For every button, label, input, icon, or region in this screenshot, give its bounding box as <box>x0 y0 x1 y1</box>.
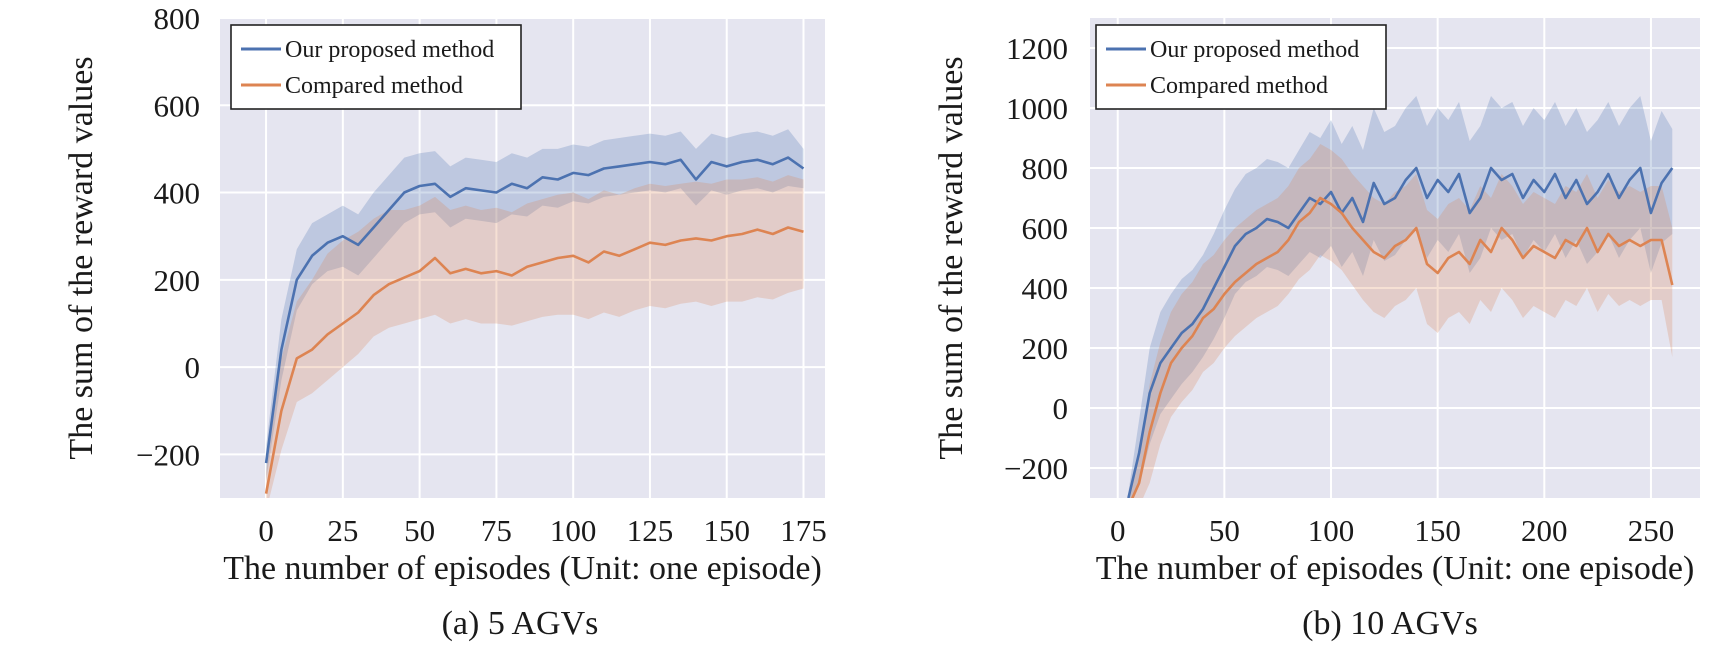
y-tick-label: 600 <box>154 88 201 123</box>
y-tick-label: 1000 <box>1006 91 1068 126</box>
x-tick-label: 200 <box>1521 513 1568 548</box>
y-tick-label: 400 <box>154 176 201 211</box>
y-tick-label: 200 <box>1022 331 1069 366</box>
x-tick-label: 0 <box>258 513 274 548</box>
y-tick-label: 600 <box>1022 211 1069 246</box>
y-tick-label: 800 <box>1022 151 1069 186</box>
y-tick-label: −200 <box>136 437 200 472</box>
chart-panel-2: −200 0 200 400 600 800 1000 1200 0 50 100 150 200 250… <box>933 18 1700 642</box>
legend-label-1: Our proposed method <box>1150 37 1359 63</box>
x-tick-label: 250 <box>1628 513 1675 548</box>
y-tick-label: 0 <box>1053 391 1069 426</box>
x-tick-label: 100 <box>550 513 597 548</box>
series-band-1 <box>1128 96 1673 498</box>
legend-label-1: Our proposed method <box>285 37 494 63</box>
x-tick-label: 175 <box>780 513 827 548</box>
series-line-1 <box>1127 166 1674 498</box>
x-tick-label: 25 <box>327 513 358 548</box>
panel-caption: (b) 10 AGVs <box>1302 605 1478 642</box>
x-tick-label: 150 <box>1414 513 1461 548</box>
series-line-2 <box>1130 196 1674 498</box>
x-tick-label: 100 <box>1308 513 1355 548</box>
x-tick-label: 50 <box>404 513 435 548</box>
series-band-2 <box>266 175 804 498</box>
y-tick-label: 1200 <box>1006 31 1068 66</box>
series-band-2 <box>1128 144 1673 498</box>
x-tick-label: 50 <box>1209 513 1240 548</box>
y-tick-label: 200 <box>154 263 201 298</box>
legend: Our proposed method Compared method <box>1095 24 1387 110</box>
legend-frame <box>1095 24 1387 110</box>
series-group <box>264 129 805 498</box>
series-band-1 <box>266 129 804 481</box>
series-line-2 <box>264 226 804 494</box>
y-tick-label: −200 <box>1004 451 1068 486</box>
legend-label-2: Compared method <box>1150 73 1328 99</box>
series-line-1 <box>264 156 805 464</box>
legend-label-2: Compared method <box>285 73 463 99</box>
y-tick-label: 400 <box>1022 271 1069 306</box>
x-axis-label: The number of episodes (Unit: one episod… <box>223 550 822 587</box>
legend: Our proposed method Compared method <box>230 24 522 110</box>
y-tick-label: 800 <box>154 1 201 36</box>
y-axis-label: The sum of the reward values <box>63 56 100 459</box>
x-tick-label: 0 <box>1110 513 1126 548</box>
y-axis-label: The sum of the reward values <box>933 56 970 459</box>
x-tick-label: 150 <box>703 513 750 548</box>
x-axis-label: The number of episodes (Unit: one episod… <box>1096 550 1695 587</box>
legend-frame <box>230 24 522 110</box>
y-tick-label: 0 <box>185 350 201 385</box>
panel-caption: (a) 5 AGVs <box>442 605 599 642</box>
x-tick-label: 125 <box>627 513 674 548</box>
series-group <box>1127 96 1674 498</box>
x-tick-label: 75 <box>481 513 512 548</box>
